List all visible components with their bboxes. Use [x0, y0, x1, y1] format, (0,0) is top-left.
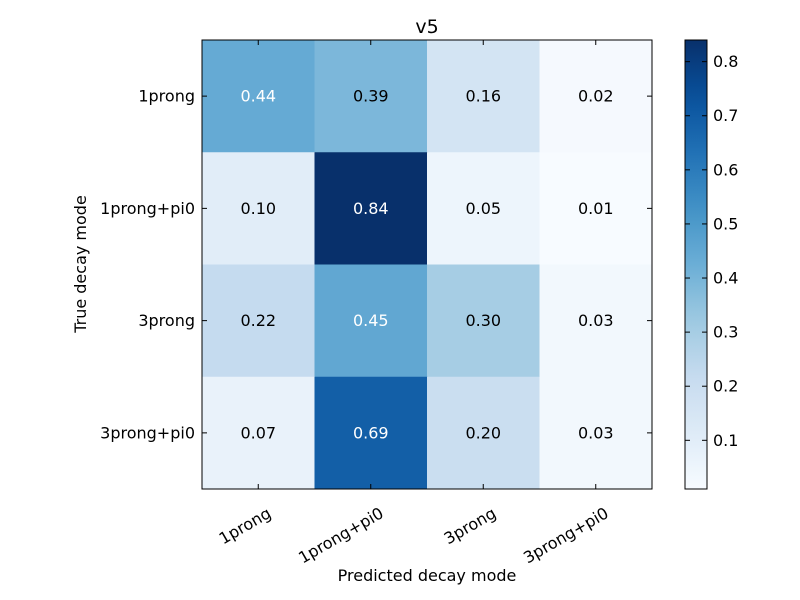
colorbar-ticks: 0.1 0.2 0.3 0.4 0.5 0.6 0.7 0.8 — [685, 52, 738, 450]
colorbar-tick-label: 0.2 — [713, 377, 738, 396]
y-tick-label: 3prong — [138, 311, 195, 330]
heatmap-cell-labels: 0.44 0.39 0.16 0.02 0.10 0.84 0.05 0.01 0.22 0.45… — [240, 87, 613, 443]
y-tick-label: 3prong+pi0 — [100, 423, 195, 442]
x-tick-label: 1prong+pi0 — [295, 503, 387, 567]
colorbar-tick-label: 0.1 — [713, 431, 738, 450]
colorbar-tick-label: 0.7 — [713, 106, 738, 125]
colorbar-tick-label: 0.6 — [713, 160, 738, 179]
heatmap-cell — [539, 376, 653, 490]
heatmap-frame — [201, 39, 653, 490]
colorbar-tick-label: 0.3 — [713, 323, 738, 342]
x-tick-label: 3prong+pi0 — [520, 503, 612, 567]
heatmap-cell — [314, 264, 428, 378]
heatmap-cell — [427, 40, 540, 153]
cell-value-label: 0.22 — [240, 311, 276, 330]
x-axis-label: Predicted decay mode — [338, 566, 517, 585]
heatmap-cell — [314, 40, 428, 153]
heatmap-cell — [202, 376, 315, 490]
cell-value-label: 0.03 — [578, 423, 614, 442]
cell-value-label: 0.20 — [465, 423, 501, 442]
heatmap-cell — [427, 152, 540, 265]
cell-value-label: 0.10 — [240, 199, 276, 218]
x-tick-label: 3prong — [441, 503, 500, 548]
cell-value-label: 0.39 — [353, 87, 389, 106]
y-tick-label: 1prong — [138, 87, 195, 106]
colorbar-gradient — [684, 39, 708, 490]
axis-ticks — [202, 40, 652, 489]
heatmap-cell — [539, 152, 653, 265]
y-tick-label: 1prong+pi0 — [100, 199, 195, 218]
heatmap-cell — [539, 40, 653, 153]
colorbar-tick-label: 0.4 — [713, 269, 738, 288]
cell-value-label: 0.16 — [465, 87, 501, 106]
cell-value-label: 0.30 — [465, 311, 501, 330]
x-tick-labels: 1prong 1prong+pi0 3prong 3prong+pi0 — [216, 503, 612, 567]
cell-value-label: 0.01 — [578, 199, 614, 218]
heatmap-cell — [314, 152, 428, 265]
y-axis-label: True decay mode — [71, 195, 90, 334]
x-tick-label: 1prong — [216, 503, 275, 548]
cell-value-label: 0.84 — [353, 199, 389, 218]
heatmap-cell — [202, 152, 315, 265]
heatmap-cell — [427, 376, 540, 490]
heatmap-cell — [314, 376, 428, 490]
cell-value-label: 0.44 — [240, 87, 276, 106]
heatmap-cell — [202, 40, 315, 153]
colorbar-tick-label: 0.8 — [713, 52, 738, 71]
cell-value-label: 0.03 — [578, 311, 614, 330]
heatmap-cell — [202, 264, 315, 378]
chart-title: v5 — [415, 16, 438, 38]
cell-value-label: 0.07 — [240, 423, 276, 442]
heatmap-cell — [427, 264, 540, 378]
heatmap-cells — [202, 40, 653, 490]
cell-value-label: 0.02 — [578, 87, 614, 106]
cell-value-label: 0.45 — [353, 311, 389, 330]
colorbar-tick-label: 0.5 — [713, 214, 738, 233]
colorbar: 0.1 0.2 0.3 0.4 0.5 0.6 0.7 0.8 — [684, 39, 738, 490]
heatmap-cell — [539, 264, 653, 378]
cell-value-label: 0.69 — [353, 423, 389, 442]
y-tick-labels: 1prong 1prong+pi0 3prong 3prong+pi0 — [100, 87, 195, 443]
cell-value-label: 0.05 — [465, 199, 501, 218]
